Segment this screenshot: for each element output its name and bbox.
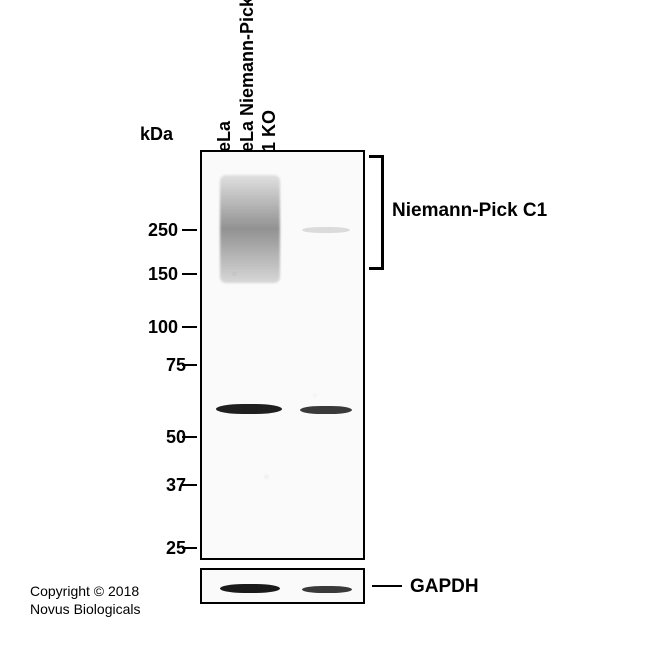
tick-250: [182, 229, 197, 231]
marker-37: 37: [146, 475, 186, 496]
npc1-bracket: [372, 155, 384, 270]
lane1-gapdh-band: [220, 584, 280, 593]
marker-25: 25: [146, 538, 186, 559]
western-blot-figure: kDa HeLa HeLa Niemann-Pick C1 KO 250 150…: [0, 0, 650, 650]
npc1-label: Niemann-Pick C1: [392, 200, 547, 222]
marker-75: 75: [146, 355, 186, 376]
unit-label: kDa: [140, 124, 173, 145]
copyright-text: Copyright © 2018 Novus Biologicals: [30, 583, 141, 618]
marker-100: 100: [138, 317, 178, 338]
lane1-npc1-smear: [220, 175, 280, 283]
marker-150: 150: [138, 264, 178, 285]
tick-75: [182, 364, 197, 366]
lane2-nonspecific-band: [300, 406, 352, 414]
tick-25: [182, 547, 197, 549]
lane2-gapdh-band: [302, 586, 352, 593]
tick-50: [182, 436, 197, 438]
marker-250: 250: [138, 220, 178, 241]
lane2-faint-band: [302, 227, 350, 233]
copyright-line2: Novus Biologicals: [30, 601, 141, 619]
gapdh-blot: [200, 568, 365, 604]
copyright-line1: Copyright © 2018: [30, 583, 141, 601]
tick-37: [182, 484, 197, 486]
gapdh-label: GAPDH: [410, 576, 479, 598]
gapdh-link-line: [372, 585, 402, 587]
tick-100: [182, 326, 197, 328]
tick-150: [182, 273, 197, 275]
marker-50: 50: [146, 427, 186, 448]
lane1-nonspecific-band: [216, 404, 282, 414]
main-blot: [200, 150, 365, 560]
